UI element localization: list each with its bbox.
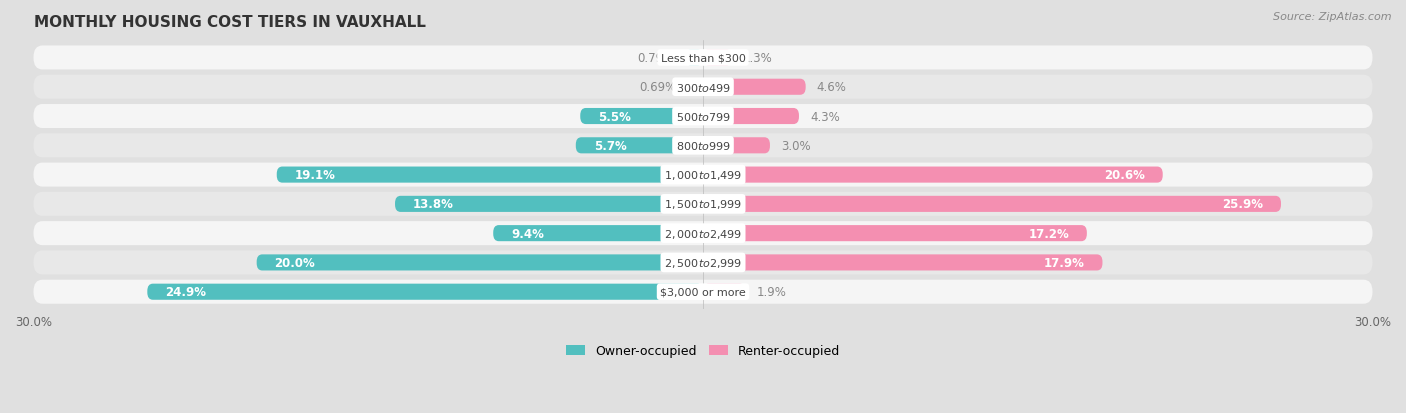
Text: Source: ZipAtlas.com: Source: ZipAtlas.com	[1274, 12, 1392, 22]
Text: 9.4%: 9.4%	[510, 227, 544, 240]
FancyBboxPatch shape	[34, 46, 1372, 70]
FancyBboxPatch shape	[703, 196, 1281, 212]
FancyBboxPatch shape	[277, 167, 703, 183]
Text: 4.3%: 4.3%	[810, 110, 839, 123]
Text: 25.9%: 25.9%	[1222, 198, 1263, 211]
Text: 20.6%: 20.6%	[1104, 169, 1144, 182]
Text: 13.8%: 13.8%	[413, 198, 454, 211]
Text: 17.9%: 17.9%	[1043, 256, 1084, 269]
FancyBboxPatch shape	[148, 284, 703, 300]
Text: $800 to $999: $800 to $999	[675, 140, 731, 152]
Text: 5.7%: 5.7%	[593, 140, 627, 152]
Text: $500 to $799: $500 to $799	[675, 111, 731, 123]
Legend: Owner-occupied, Renter-occupied: Owner-occupied, Renter-occupied	[561, 339, 845, 363]
Text: $1,000 to $1,499: $1,000 to $1,499	[664, 169, 742, 182]
Text: 24.9%: 24.9%	[165, 285, 207, 299]
Text: 3.0%: 3.0%	[782, 140, 811, 152]
Text: 19.1%: 19.1%	[295, 169, 336, 182]
Text: 4.6%: 4.6%	[817, 81, 846, 94]
FancyBboxPatch shape	[685, 50, 703, 66]
Text: 5.5%: 5.5%	[598, 110, 631, 123]
FancyBboxPatch shape	[34, 222, 1372, 246]
FancyBboxPatch shape	[494, 225, 703, 242]
FancyBboxPatch shape	[703, 284, 745, 300]
Text: $300 to $499: $300 to $499	[675, 81, 731, 93]
FancyBboxPatch shape	[703, 138, 770, 154]
FancyBboxPatch shape	[576, 138, 703, 154]
Text: MONTHLY HOUSING COST TIERS IN VAUXHALL: MONTHLY HOUSING COST TIERS IN VAUXHALL	[34, 15, 426, 30]
FancyBboxPatch shape	[34, 105, 1372, 129]
Text: 1.3%: 1.3%	[744, 52, 773, 65]
FancyBboxPatch shape	[703, 255, 1102, 271]
FancyBboxPatch shape	[703, 167, 1163, 183]
FancyBboxPatch shape	[34, 76, 1372, 100]
FancyBboxPatch shape	[34, 163, 1372, 187]
FancyBboxPatch shape	[688, 79, 703, 95]
Text: 1.9%: 1.9%	[756, 285, 786, 299]
FancyBboxPatch shape	[703, 225, 1087, 242]
FancyBboxPatch shape	[703, 50, 733, 66]
Text: Less than $300: Less than $300	[661, 53, 745, 63]
Text: 0.69%: 0.69%	[640, 81, 676, 94]
FancyBboxPatch shape	[703, 109, 799, 125]
FancyBboxPatch shape	[581, 109, 703, 125]
Text: 0.79%: 0.79%	[637, 52, 675, 65]
Text: $2,500 to $2,999: $2,500 to $2,999	[664, 256, 742, 269]
Text: $2,000 to $2,499: $2,000 to $2,499	[664, 227, 742, 240]
FancyBboxPatch shape	[703, 79, 806, 95]
FancyBboxPatch shape	[34, 134, 1372, 158]
FancyBboxPatch shape	[395, 196, 703, 212]
Text: 20.0%: 20.0%	[274, 256, 315, 269]
FancyBboxPatch shape	[34, 192, 1372, 216]
Text: 17.2%: 17.2%	[1028, 227, 1069, 240]
FancyBboxPatch shape	[34, 280, 1372, 304]
Text: $3,000 or more: $3,000 or more	[661, 287, 745, 297]
Text: $1,500 to $1,999: $1,500 to $1,999	[664, 198, 742, 211]
FancyBboxPatch shape	[34, 251, 1372, 275]
FancyBboxPatch shape	[257, 255, 703, 271]
